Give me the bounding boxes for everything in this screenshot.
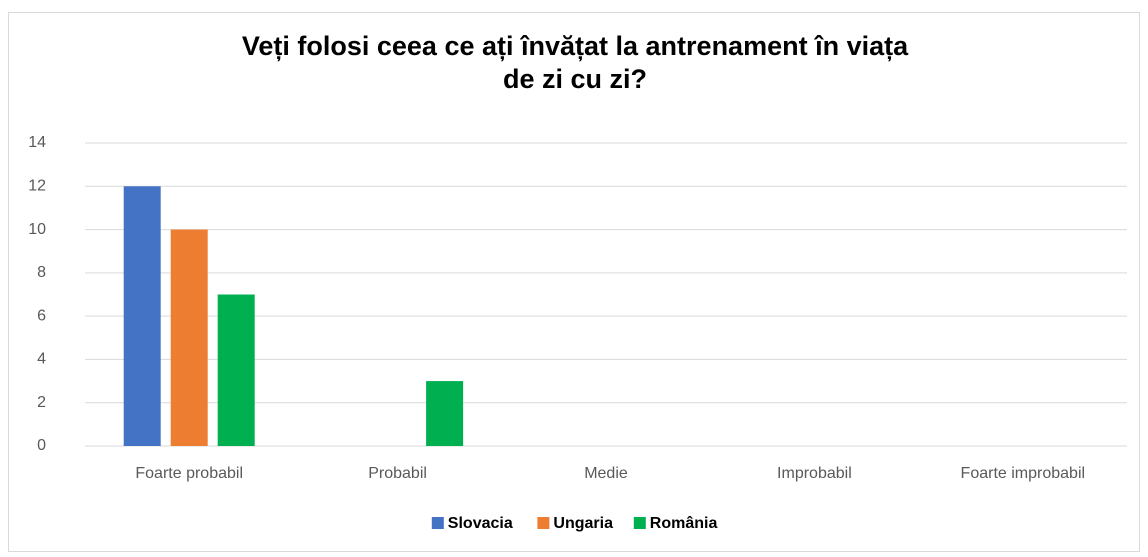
y-tick-label: 4: [37, 351, 46, 368]
x-tick-label: Probabil: [368, 465, 427, 482]
legend-swatch: [431, 517, 444, 529]
y-tick-label: 0: [37, 437, 46, 454]
x-tick-label: Improbabil: [777, 465, 852, 482]
y-tick-label: 14: [28, 134, 46, 151]
x-tick-label: Foarte probabil: [135, 465, 243, 482]
chart-title: Veți folosi ceea ce ați învățat la antre…: [241, 31, 909, 94]
y-tick-label: 10: [28, 221, 46, 238]
bar: [170, 229, 208, 446]
x-tick-label: Foarte improbabil: [961, 465, 1086, 482]
y-tick-label: 2: [37, 394, 46, 411]
bar: [217, 294, 255, 446]
legend-swatch: [633, 517, 646, 529]
legend-label: România: [650, 515, 718, 532]
x-tick-label: Medie: [584, 465, 628, 482]
y-tick-label: 6: [37, 307, 46, 324]
legend-label: Slovacia: [448, 515, 513, 532]
legend-swatch: [537, 517, 550, 529]
y-tick-label: 8: [37, 264, 46, 281]
legend-label: Ungaria: [553, 515, 613, 532]
bar: [426, 381, 464, 446]
bar: [123, 186, 161, 447]
y-tick-label: 12: [28, 178, 46, 195]
